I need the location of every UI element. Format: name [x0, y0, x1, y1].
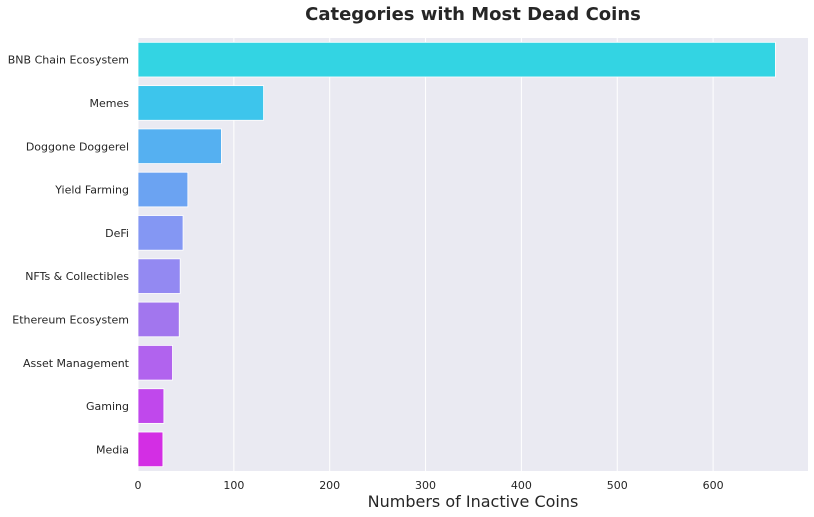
x-tick-label: 300 — [415, 479, 436, 492]
y-tick-label: Gaming — [86, 400, 129, 413]
x-tick-label: 600 — [703, 479, 724, 492]
bar — [137, 128, 222, 164]
x-tick-label: 0 — [135, 479, 142, 492]
bar — [137, 258, 181, 294]
chart-title: Categories with Most Dead Coins — [305, 4, 641, 25]
bar — [137, 41, 776, 78]
y-tick-label: Yield Farming — [54, 184, 129, 197]
bar — [137, 171, 189, 208]
bar — [137, 345, 173, 381]
bar — [137, 301, 180, 338]
x-tick-label: 100 — [223, 479, 244, 492]
x-axis-label: Numbers of Inactive Coins — [368, 492, 579, 511]
y-tick-label: Ethereum Ecosystem — [12, 313, 129, 326]
y-tick-label: Doggone Doggerel — [26, 140, 129, 153]
y-tick-label: BNB Chain Ecosystem — [8, 54, 129, 67]
y-tick-label: Media — [96, 443, 129, 456]
x-tick-label: 400 — [511, 479, 532, 492]
y-tick-label: DeFi — [105, 227, 129, 240]
bars — [137, 41, 776, 468]
x-tick-labels: 0 100 200 300 400 500 600 — [135, 479, 724, 492]
y-tick-label: NFTs & Collectibles — [25, 270, 129, 283]
y-tick-label: Memes — [90, 97, 130, 110]
bar — [137, 85, 264, 121]
y-tick-label: Asset Management — [23, 357, 130, 370]
x-tick-label: 500 — [607, 479, 628, 492]
y-tick-labels: BNB Chain Ecosystem Memes Doggone Doggerel… — [8, 54, 130, 457]
x-tick-label: 200 — [319, 479, 340, 492]
bar — [137, 215, 184, 251]
bar — [137, 431, 164, 468]
bar — [137, 388, 165, 424]
